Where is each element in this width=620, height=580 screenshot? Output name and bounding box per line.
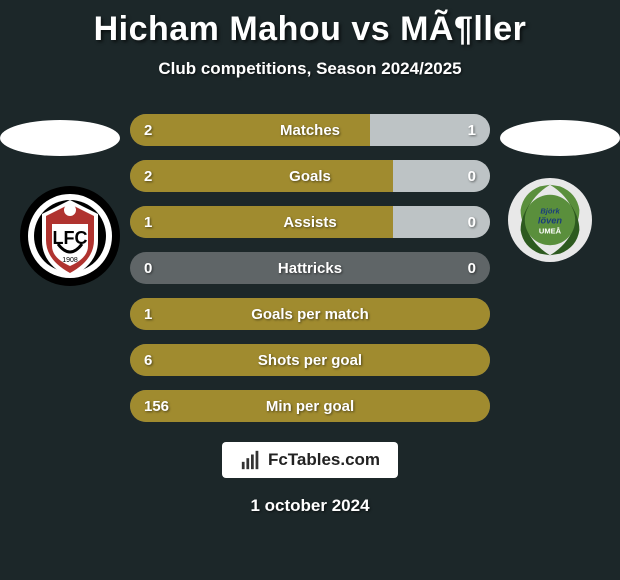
- stat-value-right: 1: [468, 114, 476, 146]
- stat-label: Goals per match: [251, 306, 369, 323]
- stat-label: Matches: [280, 122, 340, 139]
- stat-fill-left: [130, 160, 393, 192]
- chart-bar-icon: [240, 449, 262, 471]
- stat-value-left: 2: [144, 160, 152, 192]
- stat-row: 1 Goals per match: [130, 298, 490, 330]
- stat-row: 2 1 Matches: [130, 114, 490, 146]
- stat-value-left: 1: [144, 206, 152, 238]
- page-title: Hicham Mahou vs MÃ¶ller: [94, 10, 527, 49]
- date: 1 october 2024: [250, 496, 369, 516]
- stat-value-left: 156: [144, 390, 169, 422]
- footer-brand[interactable]: FcTables.com: [222, 442, 398, 478]
- stat-row: 6 Shots per goal: [130, 344, 490, 376]
- stat-row: 156 Min per goal: [130, 390, 490, 422]
- stat-value-left: 2: [144, 114, 152, 146]
- stat-label: Shots per goal: [258, 352, 362, 369]
- stat-value-right: 0: [468, 206, 476, 238]
- stat-value-left: 1: [144, 298, 152, 330]
- stat-row: 2 0 Goals: [130, 160, 490, 192]
- stat-row: 0 0 Hattricks: [130, 252, 490, 284]
- stat-fill-left: [130, 206, 393, 238]
- stat-label: Goals: [289, 168, 331, 185]
- stat-label: Assists: [283, 214, 336, 231]
- footer-brand-label: FcTables.com: [268, 450, 380, 470]
- stat-row: 1 0 Assists: [130, 206, 490, 238]
- stat-value-left: 6: [144, 344, 152, 376]
- stat-value-left: 0: [144, 252, 152, 284]
- stat-value-right: 0: [468, 252, 476, 284]
- stat-value-right: 0: [468, 160, 476, 192]
- subtitle: Club competitions, Season 2024/2025: [158, 59, 461, 79]
- stat-label: Hattricks: [278, 260, 342, 277]
- stats-panel: 2 1 Matches 2 0 Goals 1 0 Assists 0 0 Hattricks 1 Goa…: [130, 114, 490, 422]
- stat-label: Min per goal: [266, 398, 354, 415]
- content-column: Hicham Mahou vs MÃ¶ller Club competition…: [0, 0, 620, 580]
